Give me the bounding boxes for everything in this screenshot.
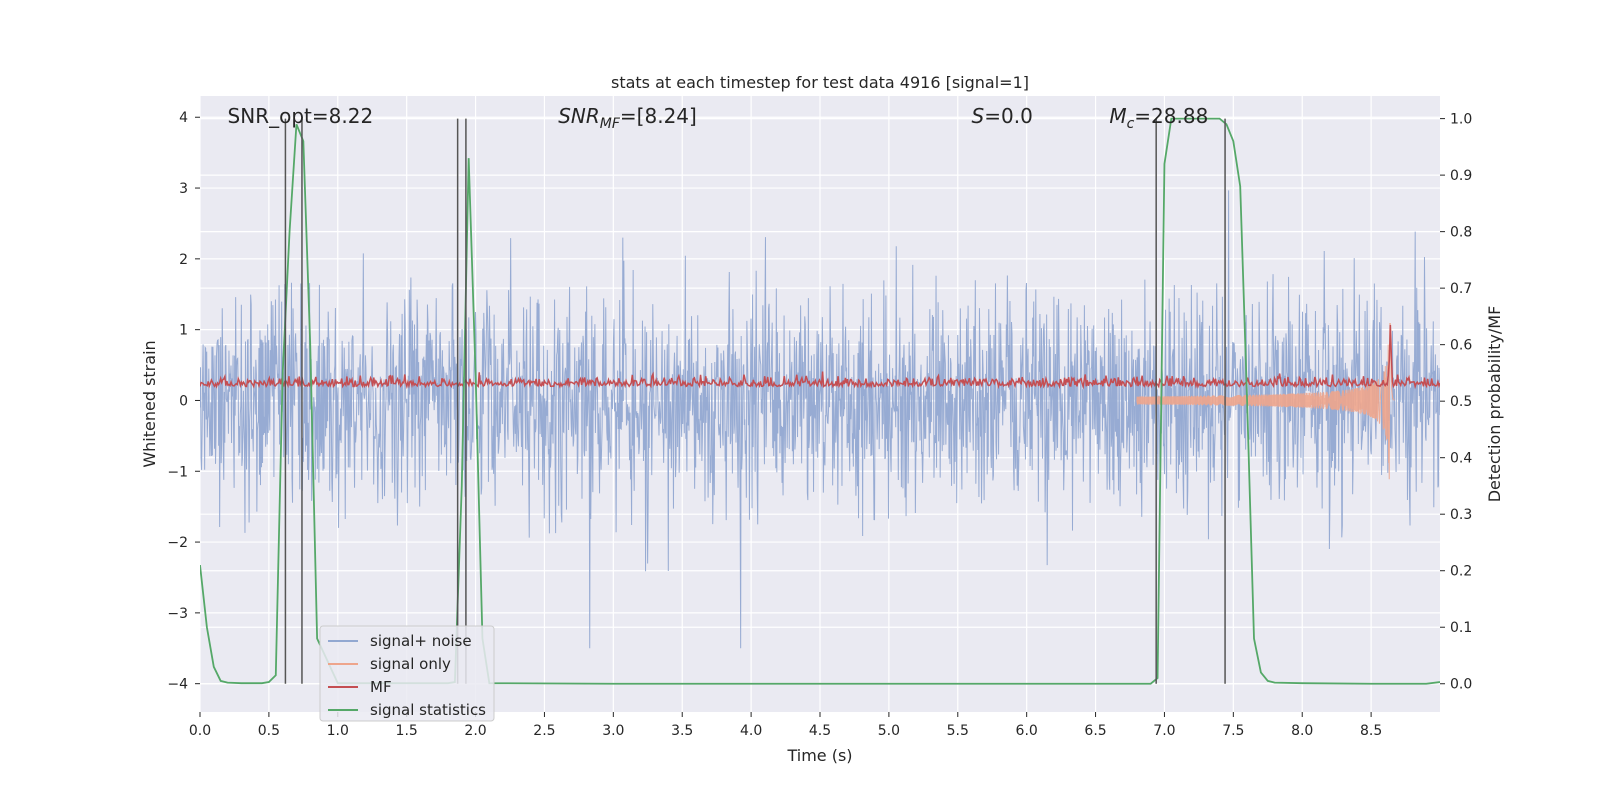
x-tick-label: 0.0 bbox=[189, 723, 211, 739]
annotations: SNR_opt=8.22 SNRMF=[8.24] S=0.0 Mc=28.88 bbox=[228, 104, 1209, 132]
legend: signal+ noise signal only MF signal statist… bbox=[319, 625, 495, 722]
x-tick-label: 7.0 bbox=[1153, 723, 1175, 739]
series-layer bbox=[200, 117, 1440, 685]
series-signal-statistics bbox=[200, 117, 1440, 685]
y-right-tick-label: 0.1 bbox=[1450, 620, 1472, 636]
y-tick-label: 1 bbox=[179, 323, 188, 339]
x-tick-label: 6.5 bbox=[1084, 723, 1106, 739]
y-right-tick-label: 0.8 bbox=[1450, 225, 1472, 241]
legend-box bbox=[319, 625, 495, 722]
series-mf bbox=[200, 324, 1440, 390]
x-tick-label: 8.0 bbox=[1291, 723, 1313, 739]
annotation: Mc=28.88 bbox=[1109, 104, 1208, 132]
x-tick-label: 5.5 bbox=[947, 723, 969, 739]
x-axis-title: Time (s) bbox=[786, 746, 852, 765]
series-signal-only bbox=[1136, 323, 1395, 480]
vertical-lines bbox=[284, 118, 1226, 684]
y-tick-label: 2 bbox=[179, 252, 188, 268]
x-tick-label: 0.5 bbox=[258, 723, 280, 739]
y-right-tick-label: 0.2 bbox=[1450, 564, 1472, 580]
series-signal-noise bbox=[200, 190, 1440, 649]
x-tick-label: 3.5 bbox=[671, 723, 693, 739]
x-tick-label: 6.0 bbox=[1016, 723, 1038, 739]
legend-label: MF bbox=[370, 678, 392, 696]
y-right-tick-label: 0.5 bbox=[1450, 394, 1472, 410]
x-tick-label: 4.0 bbox=[740, 723, 762, 739]
y-axis-title: Whitened strain bbox=[140, 340, 159, 467]
y-tick-label: −1 bbox=[167, 464, 188, 480]
y-tick-label: 3 bbox=[179, 181, 188, 197]
y-right-tick-label: 0.0 bbox=[1450, 677, 1472, 693]
annotation: S=0.0 bbox=[972, 104, 1033, 128]
y-tick-label: −2 bbox=[167, 535, 188, 551]
legend-label: signal only bbox=[370, 655, 451, 673]
y-right-tick-label: 0.9 bbox=[1450, 168, 1472, 184]
y-tick-label: −3 bbox=[167, 606, 188, 622]
y-right-tick-label: 0.3 bbox=[1450, 507, 1472, 523]
x-tick-label: 8.5 bbox=[1360, 723, 1382, 739]
annotation: SNRMF=[8.24] bbox=[558, 104, 697, 132]
x-tick-label: 2.0 bbox=[464, 723, 486, 739]
x-tick-label: 4.5 bbox=[809, 723, 831, 739]
chart-title: stats at each timestep for test data 491… bbox=[611, 73, 1029, 92]
legend-label: signal statistics bbox=[370, 701, 486, 719]
axis-ticks: 0.0 0.5 1.0 1.5 2.0 2.5 3.0 3.5 4.0 4.5 5.0 5.5 6.0 6… bbox=[167, 110, 1472, 739]
x-tick-label: 1.5 bbox=[396, 723, 418, 739]
y-right-tick-label: 0.6 bbox=[1450, 338, 1472, 354]
legend-label: signal+ noise bbox=[370, 632, 472, 650]
x-tick-label: 3.0 bbox=[602, 723, 624, 739]
x-tick-label: 2.5 bbox=[533, 723, 555, 739]
y-right-tick-label: 0.7 bbox=[1450, 281, 1472, 297]
y-right-tick-label: 0.4 bbox=[1450, 451, 1472, 467]
x-tick-label: 1.0 bbox=[327, 723, 349, 739]
x-tick-label: 5.0 bbox=[878, 723, 900, 739]
y-right-axis-title: Detection probability/MF bbox=[1485, 306, 1504, 503]
y-tick-label: 0 bbox=[179, 393, 188, 409]
y-right-tick-label: 1.0 bbox=[1450, 112, 1472, 128]
x-tick-label: 7.5 bbox=[1222, 723, 1244, 739]
annotation: SNR_opt=8.22 bbox=[228, 104, 374, 128]
y-tick-label: −4 bbox=[167, 677, 188, 693]
y-tick-label: 4 bbox=[179, 110, 188, 126]
